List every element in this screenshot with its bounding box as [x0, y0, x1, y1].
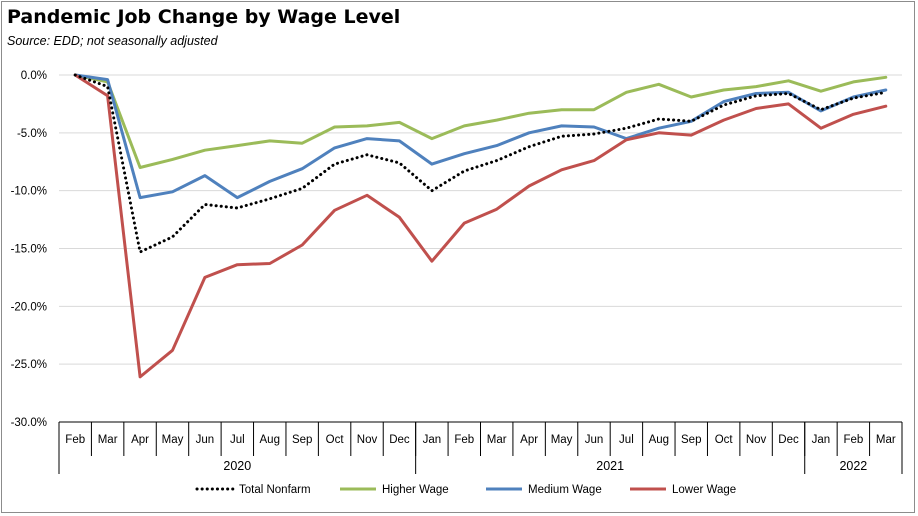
- x-tick-label: Nov: [357, 434, 378, 446]
- x-tick-label: Dec: [778, 434, 799, 446]
- x-tick-label: Nov: [746, 434, 767, 446]
- series-line-medium-wage: [73, 73, 888, 200]
- series-line-lower-wage: [73, 73, 888, 379]
- y-tick-label: -10.0%: [11, 186, 47, 198]
- x-tick-label: Feb: [65, 434, 85, 446]
- year-label: 2021: [596, 459, 624, 473]
- series-line-higher-wage: [73, 73, 888, 169]
- legend-label: Medium Wage: [528, 484, 602, 496]
- chart-subtitle: Source: EDD; not seasonally adjusted: [7, 34, 218, 48]
- x-tick-label: Oct: [715, 434, 734, 446]
- x-tick-label: Aug: [649, 434, 669, 446]
- y-tick-label: -15.0%: [11, 244, 47, 256]
- x-tick-label: Feb: [843, 434, 863, 446]
- x-tick-label: Feb: [454, 434, 474, 446]
- x-tick-label: Sep: [681, 434, 701, 446]
- y-tick-label: -20.0%: [11, 301, 47, 313]
- x-tick-label: Jul: [619, 434, 634, 446]
- x-tick-label: Mar: [876, 434, 896, 446]
- y-tick-label: -5.0%: [17, 128, 47, 140]
- series-line-total-nonfarm: [73, 73, 888, 254]
- year-label: 2020: [223, 459, 251, 473]
- x-tick-label: Dec: [389, 434, 410, 446]
- x-tick-label: Aug: [260, 434, 280, 446]
- x-tick-label: Jan: [812, 434, 831, 446]
- legend-label: Higher Wage: [382, 484, 449, 496]
- x-tick-label: Jun: [585, 434, 604, 446]
- y-tick-label: -30.0%: [11, 417, 47, 429]
- x-tick-label: Mar: [98, 434, 118, 446]
- year-label: 2022: [839, 459, 867, 473]
- chart-title: Pandemic Job Change by Wage Level: [7, 6, 401, 28]
- x-tick-label: May: [551, 434, 573, 446]
- x-tick-label: Sep: [292, 434, 312, 446]
- legend-label: Lower Wage: [672, 484, 736, 496]
- x-tick-label: May: [162, 434, 184, 446]
- y-tick-label: 0.0%: [21, 70, 47, 82]
- legend-label: Total Nonfarm: [239, 484, 311, 496]
- y-tick-label: -25.0%: [11, 359, 47, 371]
- x-tick-label: Jan: [423, 434, 442, 446]
- x-tick-label: Jul: [230, 434, 245, 446]
- x-tick-label: Apr: [131, 434, 149, 446]
- x-tick-label: Mar: [487, 434, 507, 446]
- x-tick-label: Jun: [196, 434, 215, 446]
- x-tick-label: Oct: [326, 434, 345, 446]
- x-tick-label: Apr: [520, 434, 538, 446]
